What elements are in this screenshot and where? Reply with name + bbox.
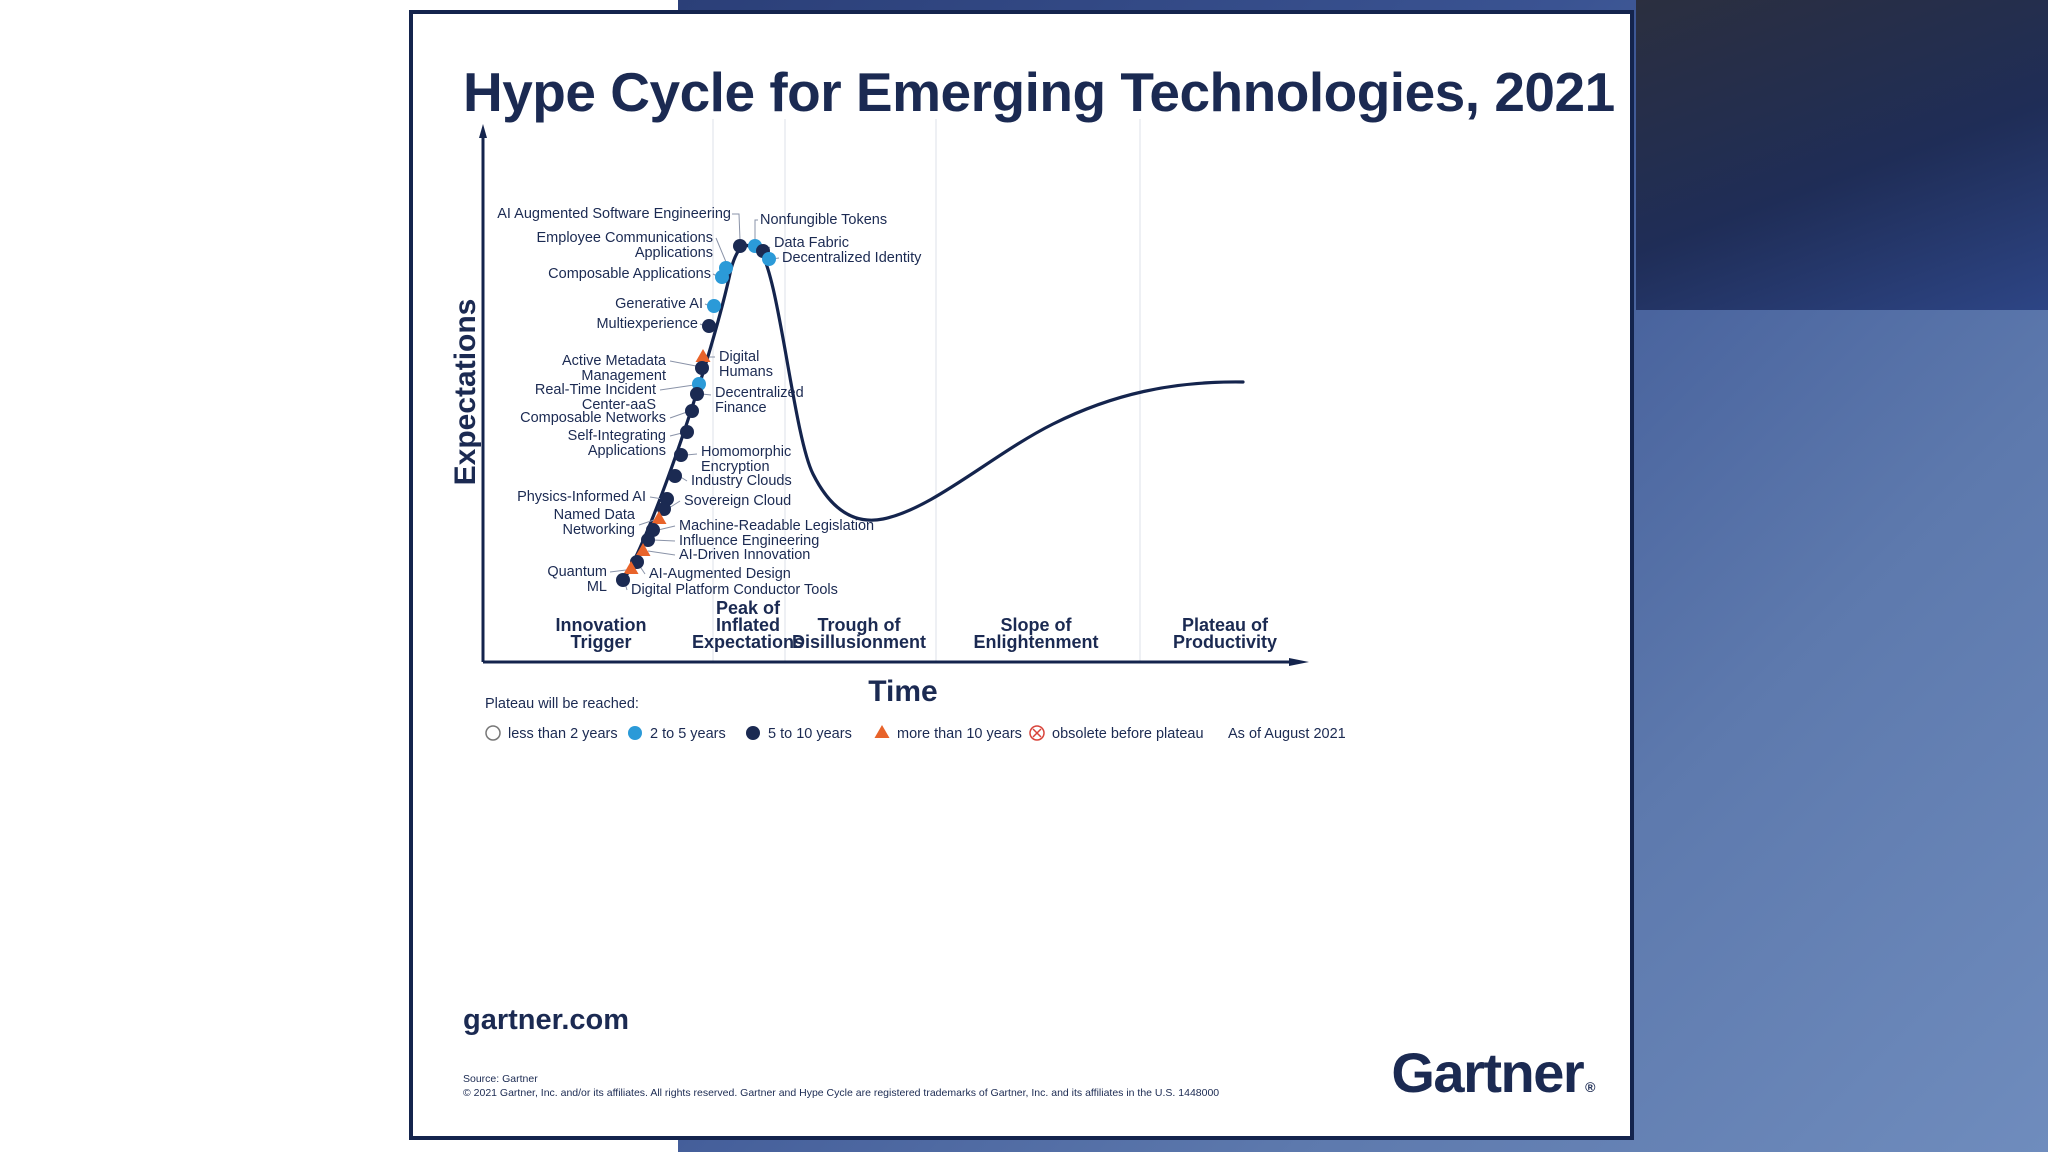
tech-label-0: AI Augmented Software Engineering bbox=[497, 206, 731, 222]
phase-label-2: Trough of Disillusionment bbox=[792, 615, 926, 652]
tech-marker-0 bbox=[733, 239, 747, 253]
tech-label-24: Digital Platform Conductor Tools bbox=[631, 582, 838, 598]
tech-marker-21 bbox=[635, 543, 651, 556]
legend-title: Plateau will be reached: bbox=[485, 696, 639, 712]
tech-marker-18 bbox=[651, 511, 667, 524]
tech-label-11: Decentralized Finance bbox=[715, 385, 804, 416]
copyright-line: © 2021 Gartner, Inc. and/or its affiliat… bbox=[463, 1087, 1220, 1099]
tech-marker-4 bbox=[762, 252, 776, 266]
tech-marker-7 bbox=[702, 319, 716, 333]
tech-label-20: Influence Engineering bbox=[679, 533, 819, 549]
gartner-logo: Gartner ® bbox=[1391, 1040, 1595, 1105]
tech-leader-line-20 bbox=[652, 539, 676, 542]
tech-marker-14 bbox=[674, 448, 688, 462]
tech-label-22: AI-Augmented Design bbox=[649, 566, 791, 582]
tech-label-7: Multiexperience bbox=[596, 316, 698, 332]
site-link[interactable]: gartner.com bbox=[463, 1004, 629, 1036]
hype-cycle-chart: Time Expectations Innovation Trigger Peak of… bbox=[449, 119, 1346, 742]
tech-marker-20 bbox=[641, 533, 655, 547]
x-axis-arrow bbox=[1289, 658, 1309, 666]
tech-marker-24 bbox=[616, 573, 630, 587]
tech-leader-line-18 bbox=[638, 519, 655, 526]
legend-label-1: 2 to 5 years bbox=[650, 726, 726, 742]
y-axis-title: Expectations bbox=[449, 299, 482, 486]
tech-leader-line-2 bbox=[715, 237, 727, 263]
tech-label-17: Sovereign Cloud bbox=[684, 493, 791, 509]
tech-marker-15 bbox=[668, 469, 682, 483]
tech-marker-5 bbox=[715, 270, 729, 284]
tech-leader-line-12 bbox=[669, 411, 688, 419]
tech-marker-12 bbox=[685, 404, 699, 418]
tech-label-15: Industry Clouds bbox=[691, 473, 792, 489]
legend-label-2: 5 to 10 years bbox=[768, 726, 852, 742]
tech-label-3: Data Fabric bbox=[774, 235, 849, 251]
tech-label-6: Generative AI bbox=[615, 296, 703, 312]
tech-leader-line-0 bbox=[732, 213, 741, 241]
chart-title: Hype Cycle for Emerging Technologies, 20… bbox=[463, 61, 1615, 123]
source-notice: Source: Gartner © 2021 Gartner, Inc. and… bbox=[463, 1072, 1219, 1100]
tech-label-12: Composable Networks bbox=[520, 410, 666, 426]
tech-leader-line-1 bbox=[754, 219, 758, 240]
tech-leader-line-17 bbox=[668, 500, 681, 509]
tech-label-4: Decentralized Identity bbox=[782, 250, 922, 266]
phase-label-0: Innovation Trigger bbox=[556, 615, 647, 652]
tech-marker-6 bbox=[707, 299, 721, 313]
tech-label-10: Real-Time Incident Center-aaS bbox=[535, 382, 656, 413]
hype-cycle-card: Hype Cycle for Emerging Technologies, 20… bbox=[409, 10, 1634, 1140]
tech-marker-8 bbox=[695, 349, 711, 362]
legend-label-0: less than 2 years bbox=[508, 726, 618, 742]
phase-label-1: Peak of Inflated Expectations bbox=[692, 598, 804, 652]
tech-label-8: Digital Humans bbox=[719, 349, 773, 380]
tech-marker-17 bbox=[657, 502, 671, 516]
tech-leader-line-10 bbox=[659, 384, 695, 391]
legend-marker-2 bbox=[746, 726, 760, 740]
tech-leader-line-21 bbox=[647, 550, 676, 556]
tech-leader-line-13 bbox=[669, 432, 683, 437]
legend-marker-3 bbox=[874, 725, 890, 738]
tech-leader-line-9 bbox=[669, 360, 697, 367]
phase-label-4: Plateau of Productivity bbox=[1173, 615, 1277, 652]
phase-label-3: Slope of Enlightenment bbox=[974, 615, 1099, 652]
tech-label-13: Self-Integrating Applications bbox=[568, 428, 666, 459]
tech-marker-23 bbox=[623, 561, 639, 574]
registered-mark: ® bbox=[1585, 1079, 1595, 1095]
source-line: Source: Gartner bbox=[463, 1073, 538, 1085]
legend-label-3: more than 10 years bbox=[897, 726, 1022, 742]
tech-label-19: Machine-Readable Legislation bbox=[679, 518, 874, 534]
hype-curve bbox=[621, 244, 1245, 583]
y-axis-arrow bbox=[479, 124, 487, 138]
tech-label-16: Physics-Informed AI bbox=[517, 489, 646, 505]
legend-marker-0 bbox=[485, 725, 501, 741]
as-of-date: As of August 2021 bbox=[1228, 726, 1346, 742]
tech-label-23: Quantum ML bbox=[547, 564, 607, 595]
tech-label-14: Homomorphic Encryption bbox=[701, 444, 791, 475]
legend-marker-4-x bbox=[1032, 728, 1042, 738]
tech-label-1: Nonfungible Tokens bbox=[760, 212, 887, 228]
tech-marker-13 bbox=[680, 425, 694, 439]
legend-marker-1 bbox=[628, 726, 642, 740]
tech-leader-line-19 bbox=[657, 525, 676, 531]
tech-marker-9 bbox=[695, 361, 709, 375]
tech-label-18: Named Data Networking bbox=[554, 507, 636, 538]
tech-leader-line-23 bbox=[609, 569, 627, 573]
background-dark-corner bbox=[1636, 0, 2048, 310]
tech-label-21: AI-Driven Innovation bbox=[679, 547, 810, 563]
x-axis-title: Time bbox=[868, 675, 937, 708]
legend-label-4: obsolete before plateau bbox=[1052, 726, 1204, 742]
logo-wordmark: Gartner bbox=[1391, 1041, 1584, 1104]
tech-label-5: Composable Applications bbox=[548, 266, 711, 282]
tech-label-9: Active Metadata Management bbox=[562, 353, 667, 384]
tech-marker-11 bbox=[690, 387, 704, 401]
tech-label-2: Employee Communications Applications bbox=[537, 230, 714, 261]
